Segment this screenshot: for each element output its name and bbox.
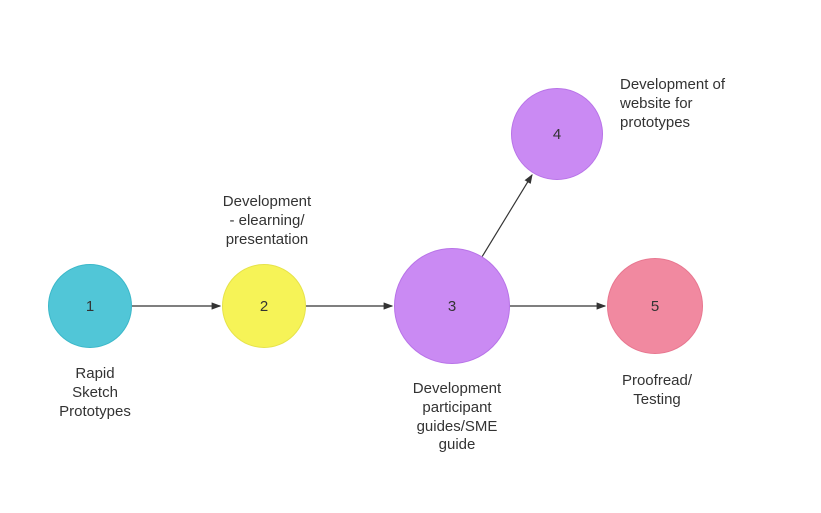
node-label-n3: Development participant guides/SME guide: [402, 380, 512, 455]
edge-n3-n4: [482, 175, 532, 257]
node-n1: 1: [48, 264, 132, 348]
node-n4: 4: [511, 88, 603, 180]
node-label-n5: Proofread/ Testing: [612, 372, 702, 410]
node-n3: 3: [394, 248, 510, 364]
node-number: 5: [651, 298, 659, 315]
node-n5: 5: [607, 258, 703, 354]
node-number: 4: [553, 126, 561, 143]
node-number: 3: [448, 298, 456, 315]
node-label-n2: Development - elearning/ presentation: [212, 193, 322, 249]
node-label-n1: Rapid Sketch Prototypes: [50, 365, 140, 421]
node-number: 2: [260, 298, 268, 315]
node-label-n4: Development of website for prototypes: [620, 76, 750, 132]
node-n2: 2: [222, 264, 306, 348]
node-number: 1: [86, 298, 94, 315]
